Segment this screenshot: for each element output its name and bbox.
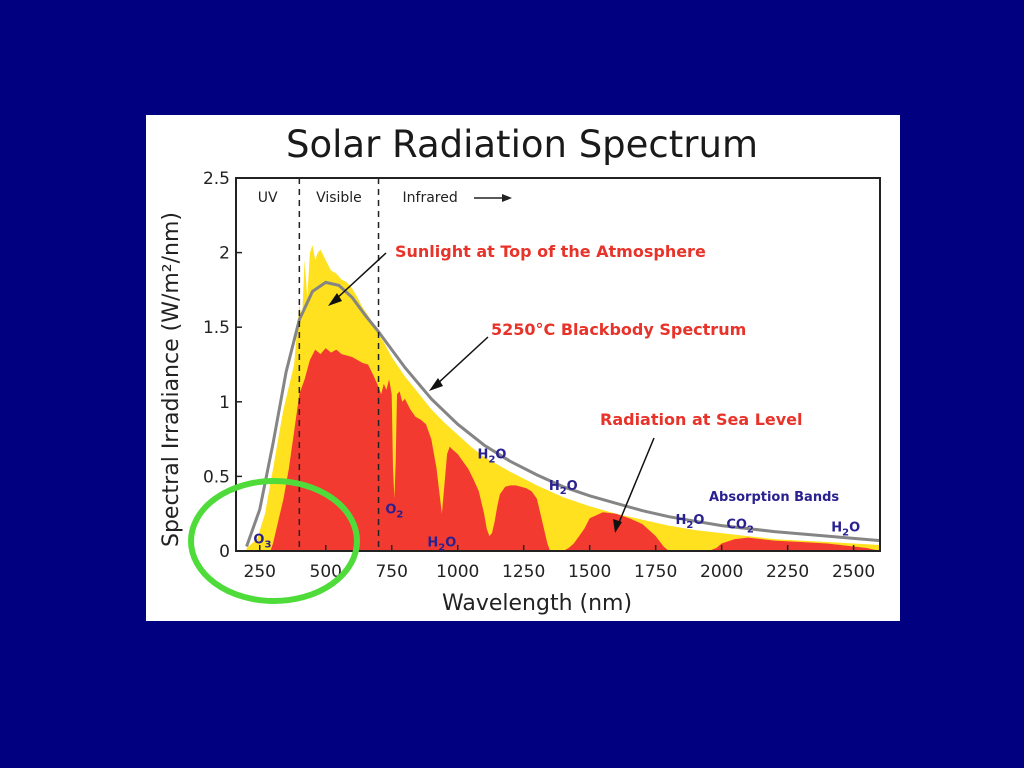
region-label-visible: Visible [316,190,362,206]
infrared-arrow-icon [474,194,512,202]
x-tick-label: 1500 [568,562,611,582]
solar-spectrum-chart: Solar Radiation Spectrum 250 500 750 1000 12… [159,123,881,616]
y-axis-label: Spectral Irradiance (W/m²/nm) [159,212,184,547]
absorption-band-label: O3 [253,533,271,551]
plot-frame [235,177,881,552]
x-tick-label: 2500 [832,562,875,582]
absorption-band-label: H2O [427,536,456,554]
annotation-arrows [328,252,655,533]
absorption-band-label: H2O [549,479,578,497]
y-tick-label: 0.5 [203,467,230,487]
annotation-absorption-bands: Absorption Bands [709,490,839,505]
absorption-band-label: H2O [831,521,860,539]
x-tick-label: 750 [375,562,407,582]
absorption-band-label: H2O [676,513,705,531]
region-label-infrared: Infrared [403,190,458,206]
blackbody-curve [245,280,881,548]
x-tick-label: 500 [310,562,342,582]
annotation-sea-level: Radiation at Sea Level [600,410,803,429]
absorption-band-label: CO2 [726,518,754,536]
x-tick-label: 1000 [436,562,479,582]
annotation-blackbody: 5250°C Blackbody Spectrum [491,320,746,339]
absorption-band-label: H2O [478,447,507,465]
y-tick-label: 2.5 [203,169,230,189]
x-tick-label: 250 [244,562,276,582]
region-label-uv: UV [258,190,278,206]
highlight-ellipse [188,478,360,604]
x-tick-label: 2250 [766,562,809,582]
x-tick-label: 2000 [700,562,743,582]
sea-level-area [270,348,880,551]
y-tick-label: 0 [219,542,230,562]
absorption-band-label: O2 [385,503,403,521]
x-tick-label: 1750 [634,562,677,582]
chart-title: Solar Radiation Spectrum [286,123,758,166]
x-axis-label: Wavelength (nm) [442,591,632,616]
annotation-top-atmosphere: Sunlight at Top of the Atmosphere [395,242,706,261]
x-tick-label: 1250 [502,562,545,582]
y-tick-label: 1.5 [203,318,230,338]
y-tick-label: 1 [219,393,230,413]
figure-panel: Solar Radiation Spectrum 250 500 750 1000 12… [146,115,900,621]
y-tick-label: 2 [219,244,230,264]
